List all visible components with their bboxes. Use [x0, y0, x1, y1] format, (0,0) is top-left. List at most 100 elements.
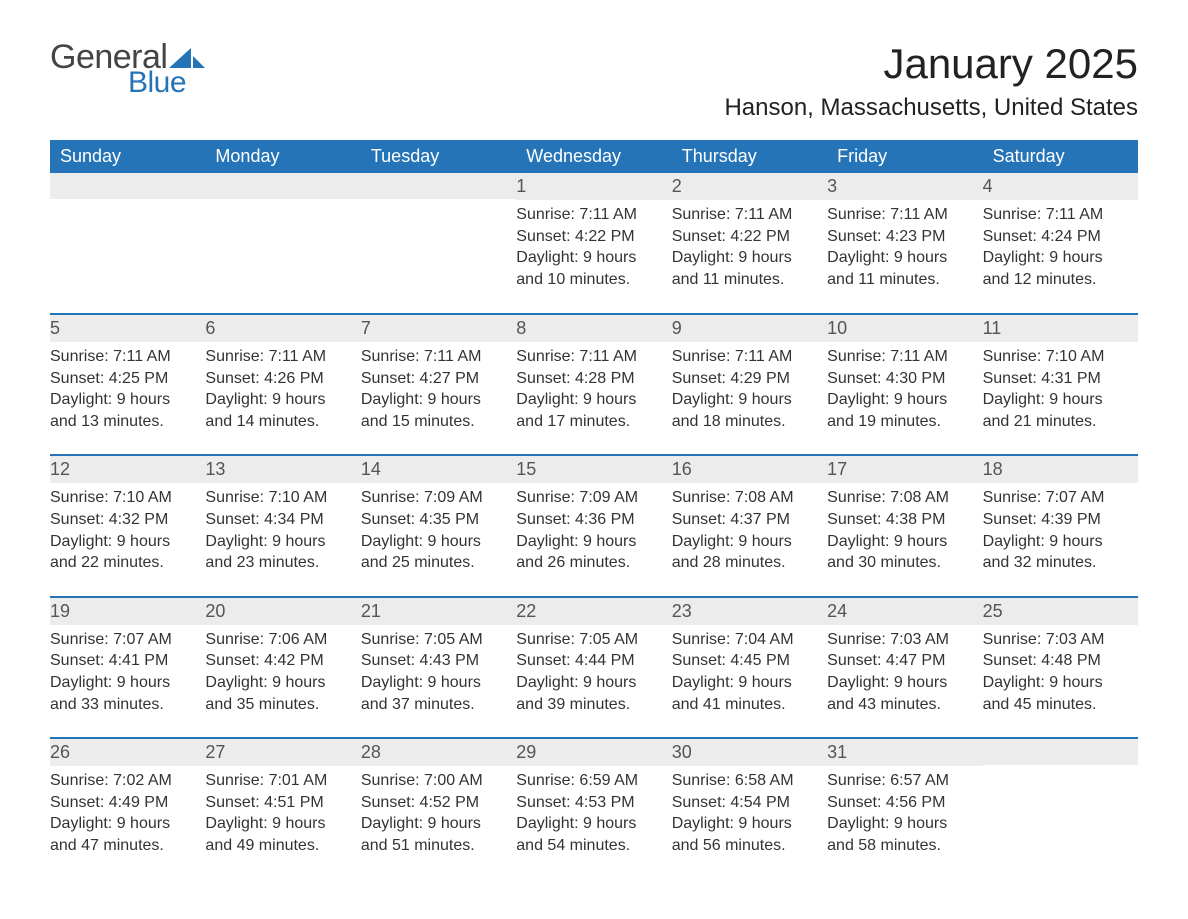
- sunrise-line: Sunrise: 7:11 AM: [205, 346, 350, 368]
- daylight-line: and 43 minutes.: [827, 694, 972, 716]
- day-number: 14: [361, 459, 381, 479]
- calendar-day: 9Sunrise: 7:11 AMSunset: 4:29 PMDaylight…: [672, 315, 827, 438]
- sunset-line: Sunset: 4:45 PM: [672, 650, 817, 672]
- sunset-line: Sunset: 4:47 PM: [827, 650, 972, 672]
- daylight-line: and 10 minutes.: [516, 269, 661, 291]
- day-number-row: 31: [827, 739, 982, 766]
- daylight-line: Daylight: 9 hours: [50, 389, 195, 411]
- sunrise-line: Sunrise: 7:11 AM: [361, 346, 506, 368]
- daylight-line: and 37 minutes.: [361, 694, 506, 716]
- calendar-day: 31Sunrise: 6:57 AMSunset: 4:56 PMDayligh…: [827, 739, 982, 862]
- daylight-line: Daylight: 9 hours: [50, 672, 195, 694]
- sunrise-line: Sunrise: 7:08 AM: [672, 487, 817, 509]
- daylight-line: Daylight: 9 hours: [672, 813, 817, 835]
- calendar-week: 5Sunrise: 7:11 AMSunset: 4:25 PMDaylight…: [50, 313, 1138, 454]
- daylight-line: Daylight: 9 hours: [361, 672, 506, 694]
- day-number-row: 4: [983, 173, 1138, 200]
- weekday-header: Saturday: [983, 140, 1138, 173]
- day-number-row: 13: [205, 456, 360, 483]
- calendar-day: [50, 173, 205, 297]
- daylight-line: and 19 minutes.: [827, 411, 972, 433]
- daylight-line: Daylight: 9 hours: [983, 531, 1128, 553]
- daylight-line: Daylight: 9 hours: [50, 531, 195, 553]
- sunrise-line: Sunrise: 7:09 AM: [361, 487, 506, 509]
- sunset-line: Sunset: 4:41 PM: [50, 650, 195, 672]
- day-number: 8: [516, 318, 526, 338]
- day-number: 23: [672, 601, 692, 621]
- daylight-line: Daylight: 9 hours: [205, 389, 350, 411]
- day-number: 6: [205, 318, 215, 338]
- day-number: 17: [827, 459, 847, 479]
- daylight-line: Daylight: 9 hours: [672, 531, 817, 553]
- day-number-row: 21: [361, 598, 516, 625]
- calendar-day: 23Sunrise: 7:04 AMSunset: 4:45 PMDayligh…: [672, 598, 827, 721]
- day-number: 15: [516, 459, 536, 479]
- daylight-line: Daylight: 9 hours: [827, 389, 972, 411]
- daylight-line: Daylight: 9 hours: [983, 389, 1128, 411]
- day-number-row: 10: [827, 315, 982, 342]
- calendar-day: 16Sunrise: 7:08 AMSunset: 4:37 PMDayligh…: [672, 456, 827, 579]
- sunset-line: Sunset: 4:42 PM: [205, 650, 350, 672]
- day-number-row: [205, 173, 360, 199]
- day-number-row: 6: [205, 315, 360, 342]
- sunrise-line: Sunrise: 7:01 AM: [205, 770, 350, 792]
- daylight-line: and 58 minutes.: [827, 835, 972, 857]
- day-number-row: [361, 173, 516, 199]
- daylight-line: and 54 minutes.: [516, 835, 661, 857]
- sunset-line: Sunset: 4:44 PM: [516, 650, 661, 672]
- daylight-line: and 47 minutes.: [50, 835, 195, 857]
- calendar-week: 12Sunrise: 7:10 AMSunset: 4:32 PMDayligh…: [50, 454, 1138, 595]
- sunrise-line: Sunrise: 7:07 AM: [50, 629, 195, 651]
- daylight-line: Daylight: 9 hours: [361, 389, 506, 411]
- calendar-day: [205, 173, 360, 297]
- header: General Blue January 2025 Hanson, Massac…: [50, 40, 1138, 122]
- weekday-header: Tuesday: [361, 140, 516, 173]
- day-number: 7: [361, 318, 371, 338]
- daylight-line: Daylight: 9 hours: [827, 813, 972, 835]
- day-number: 27: [205, 742, 225, 762]
- day-number-row: 9: [672, 315, 827, 342]
- day-number-row: 5: [50, 315, 205, 342]
- day-number-row: 15: [516, 456, 671, 483]
- day-number: 16: [672, 459, 692, 479]
- calendar-day: [983, 739, 1138, 862]
- daylight-line: Daylight: 9 hours: [361, 813, 506, 835]
- calendar-day: 18Sunrise: 7:07 AMSunset: 4:39 PMDayligh…: [983, 456, 1138, 579]
- day-number: 25: [983, 601, 1003, 621]
- daylight-line: Daylight: 9 hours: [516, 672, 661, 694]
- day-number-row: 11: [983, 315, 1138, 342]
- calendar: Sunday Monday Tuesday Wednesday Thursday…: [50, 140, 1138, 879]
- calendar-day: 7Sunrise: 7:11 AMSunset: 4:27 PMDaylight…: [361, 315, 516, 438]
- day-number-row: 17: [827, 456, 982, 483]
- day-number-row: 1: [516, 173, 671, 200]
- calendar-week: 19Sunrise: 7:07 AMSunset: 4:41 PMDayligh…: [50, 596, 1138, 737]
- sunrise-line: Sunrise: 7:10 AM: [983, 346, 1128, 368]
- calendar-day: 3Sunrise: 7:11 AMSunset: 4:23 PMDaylight…: [827, 173, 982, 297]
- sunrise-line: Sunrise: 7:03 AM: [983, 629, 1128, 651]
- calendar-day: 11Sunrise: 7:10 AMSunset: 4:31 PMDayligh…: [983, 315, 1138, 438]
- daylight-line: and 11 minutes.: [672, 269, 817, 291]
- calendar-week: 1Sunrise: 7:11 AMSunset: 4:22 PMDaylight…: [50, 173, 1138, 313]
- daylight-line: and 25 minutes.: [361, 552, 506, 574]
- calendar-day: 17Sunrise: 7:08 AMSunset: 4:38 PMDayligh…: [827, 456, 982, 579]
- sunrise-line: Sunrise: 7:09 AM: [516, 487, 661, 509]
- calendar-day: 2Sunrise: 7:11 AMSunset: 4:22 PMDaylight…: [672, 173, 827, 297]
- daylight-line: and 22 minutes.: [50, 552, 195, 574]
- sunset-line: Sunset: 4:25 PM: [50, 368, 195, 390]
- day-number: 1: [516, 176, 526, 196]
- daylight-line: Daylight: 9 hours: [516, 813, 661, 835]
- day-number: 19: [50, 601, 70, 621]
- day-number-row: 14: [361, 456, 516, 483]
- sunrise-line: Sunrise: 7:04 AM: [672, 629, 817, 651]
- day-number: 9: [672, 318, 682, 338]
- location: Hanson, Massachusetts, United States: [724, 94, 1138, 122]
- weekday-header-row: Sunday Monday Tuesday Wednesday Thursday…: [50, 140, 1138, 173]
- daylight-line: Daylight: 9 hours: [672, 389, 817, 411]
- day-number: 5: [50, 318, 60, 338]
- day-number-row: 12: [50, 456, 205, 483]
- sunset-line: Sunset: 4:35 PM: [361, 509, 506, 531]
- sunset-line: Sunset: 4:54 PM: [672, 792, 817, 814]
- sunset-line: Sunset: 4:52 PM: [361, 792, 506, 814]
- calendar-day: 25Sunrise: 7:03 AMSunset: 4:48 PMDayligh…: [983, 598, 1138, 721]
- weekday-header: Sunday: [50, 140, 205, 173]
